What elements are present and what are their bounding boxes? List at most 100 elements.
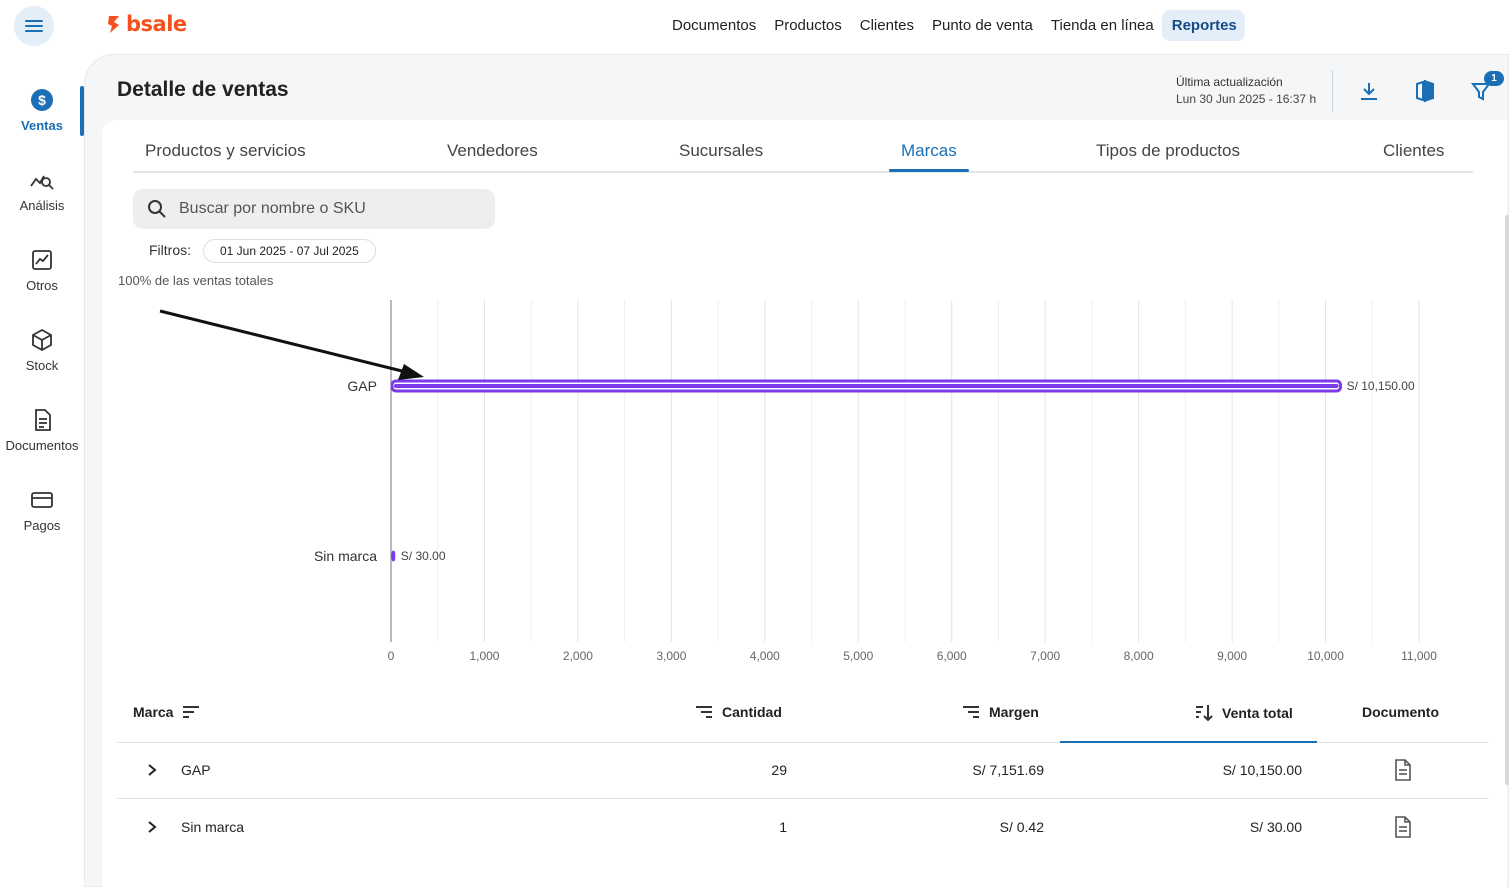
column-header-label: Cantidad	[722, 704, 782, 720]
topnav-tienda-en-linea[interactable]: Tienda en línea	[1050, 17, 1154, 34]
table-row: Sin marca 1 S/ 0.42 S/ 30.00	[117, 800, 1489, 856]
x-tick-label: 4,000	[750, 649, 780, 663]
sidebar-item-label: Stock	[25, 358, 59, 373]
document-icon	[35, 409, 51, 431]
dollar-circle-icon: $	[31, 89, 53, 111]
x-tick-label: 7,000	[1030, 649, 1060, 663]
bsale-logo-icon	[108, 16, 119, 33]
search-box	[133, 189, 495, 229]
expand-row-button[interactable]	[142, 817, 162, 837]
filters-label: Filtros:	[149, 242, 191, 258]
x-tick-label: 10,000	[1307, 649, 1344, 663]
active-tab-indicator	[889, 169, 969, 172]
bar-data-label: S/ 30.00	[401, 549, 446, 563]
tab-marcas[interactable]: Marcas	[901, 141, 957, 160]
x-tick-label: 9,000	[1217, 649, 1247, 663]
bar-sin-marca[interactable]	[391, 550, 396, 562]
sidebar-item-otros[interactable]: Otros	[0, 248, 84, 318]
column-header-label: Margen	[989, 704, 1039, 720]
cell-cantidad: 1	[779, 819, 787, 835]
svg-text:$: $	[38, 92, 46, 108]
sort-icon	[963, 706, 979, 718]
topnav-punto-de-venta[interactable]: Punto de venta	[931, 17, 1033, 34]
last-update-label: Última actualización	[1176, 75, 1283, 89]
x-tick-label: 8,000	[1124, 649, 1154, 663]
table-header-divider	[117, 742, 1489, 743]
chart-gridlines	[437, 300, 1420, 642]
x-tick-label: 2,000	[563, 649, 593, 663]
chevron-right-icon	[148, 821, 157, 833]
sidebar-item-stock[interactable]: Stock	[0, 328, 84, 398]
table-row: GAP 29 S/ 7,151.69 S/ 10,150.00	[117, 743, 1489, 799]
tab-vendedores[interactable]: Vendedores	[447, 141, 538, 160]
tab-productos-y-servicios[interactable]: Productos y servicios	[145, 141, 306, 160]
tab-sucursales[interactable]: Sucursales	[679, 141, 764, 160]
x-tick-label: 11,000	[1401, 649, 1437, 663]
column-header-cantidad[interactable]: Cantidad	[694, 704, 782, 720]
topnav-documentos[interactable]: Documentos	[672, 17, 757, 34]
column-header-margen[interactable]: Margen	[961, 704, 1039, 720]
vertical-scrollbar[interactable]	[1505, 215, 1509, 785]
tabs-baseline	[133, 171, 1473, 173]
column-header-label: Venta total	[1222, 705, 1293, 721]
sort-descending-icon	[1196, 705, 1213, 722]
column-header-label: Marca	[133, 704, 174, 720]
top-bar: bsale Documentos Productos Clientes Punt…	[0, 0, 1509, 54]
chart-search-icon	[30, 175, 54, 190]
column-header-venta-total[interactable]: Venta total	[1194, 704, 1293, 722]
menu-icon	[25, 20, 43, 32]
search-icon	[148, 200, 166, 218]
sidebar-item-ventas[interactable]: $ Ventas	[0, 88, 84, 158]
sidebar-item-documentos[interactable]: Documentos	[0, 408, 84, 478]
annotation-arrow	[159, 309, 424, 380]
view-document-button[interactable]	[1391, 815, 1415, 839]
sidebar-item-analisis[interactable]: Análisis	[0, 168, 84, 238]
trend-chart-icon	[32, 250, 52, 270]
row-divider	[117, 798, 1489, 799]
cell-venta-total: S/ 30.00	[1249, 819, 1302, 835]
topnav-reportes[interactable]: Reportes	[1161, 10, 1245, 41]
x-tick-label: 6,000	[937, 649, 967, 663]
expand-row-button[interactable]	[142, 760, 162, 780]
tab-clientes[interactable]: Clientes	[1383, 141, 1445, 160]
download-icon	[1361, 83, 1377, 100]
cell-venta-total: S/ 10,150.00	[1222, 762, 1302, 778]
x-tick-label: 3,000	[656, 649, 686, 663]
column-header-documento: Documento	[1362, 704, 1439, 720]
compare-icon	[1416, 80, 1434, 102]
chart-bars: GAP S/ 10,150.00 Sin marca S/ 30.00	[314, 378, 1415, 564]
compare-button[interactable]	[1412, 78, 1438, 104]
brand-logo[interactable]: bsale	[106, 12, 187, 36]
hamburger-menu-button[interactable]	[14, 6, 54, 46]
cell-margen: S/ 0.42	[999, 819, 1044, 835]
sort-icon	[696, 706, 712, 718]
download-button[interactable]	[1356, 78, 1382, 104]
chart-x-tick-labels: 0 1,000 2,000 3,000 4,000 5,000 6,000 7,000 8,00…	[388, 649, 1438, 663]
bar-fill	[394, 384, 1339, 388]
header-divider	[1332, 70, 1333, 112]
date-range-filter-chip[interactable]: 01 Jun 2025 - 07 Jul 2025	[203, 239, 376, 263]
sort-icon	[183, 706, 200, 718]
tab-tipos-de-productos[interactable]: Tipos de productos	[1096, 141, 1240, 160]
card-icon	[31, 492, 53, 508]
view-document-button[interactable]	[1391, 758, 1415, 782]
category-label: Sin marca	[314, 548, 377, 564]
category-label: GAP	[347, 378, 377, 394]
cell-cantidad: 29	[771, 762, 787, 778]
cell-marca: Sin marca	[181, 819, 245, 835]
filter-count-badge: 1	[1484, 71, 1504, 86]
brand-sales-bar-chart: 0 1,000 2,000 3,000 4,000 5,000 6,000 7,000 8,00…	[159, 300, 1438, 663]
topnav-clientes[interactable]: Clientes	[859, 17, 914, 34]
column-header-marca[interactable]: Marca	[133, 704, 201, 720]
x-tick-label: 0	[388, 649, 395, 663]
search-input[interactable]	[179, 200, 479, 218]
topnav-productos[interactable]: Productos	[774, 17, 842, 34]
x-tick-label: 1,000	[469, 649, 499, 663]
last-update-date: Lun 30 Jun 2025 - 16:37 h	[1176, 92, 1317, 106]
x-tick-label: 5,000	[843, 649, 873, 663]
sidebar-item-pagos[interactable]: Pagos	[0, 488, 84, 558]
sidebar-item-label: Otros	[26, 278, 58, 293]
column-header-label: Documento	[1362, 704, 1439, 720]
document-icon	[1395, 759, 1411, 781]
box-icon	[32, 328, 52, 352]
